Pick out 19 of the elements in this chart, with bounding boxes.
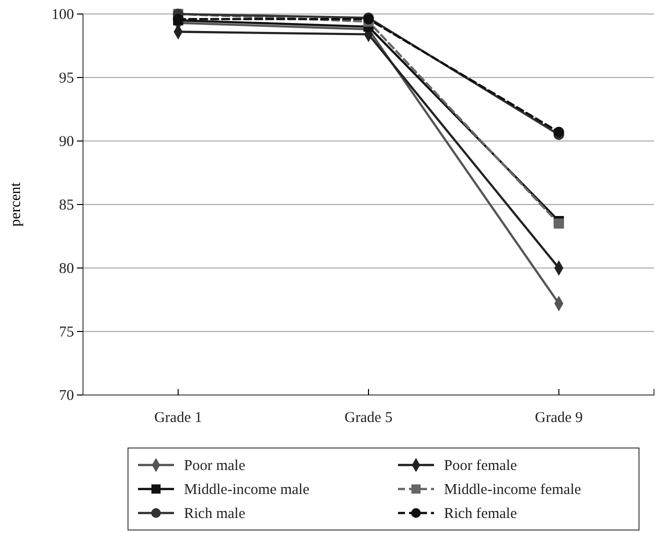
point	[554, 218, 564, 229]
legend-label: Rich female	[444, 506, 518, 522]
x-tick-label: Grade 9	[534, 410, 583, 426]
y-tick-label: 80	[59, 260, 74, 277]
legend-label: Rich male	[184, 506, 246, 522]
legend-label: Poor female	[444, 458, 518, 474]
y-tick-label: 85	[59, 197, 74, 214]
legend-label: Middle-income male	[184, 482, 310, 498]
point	[554, 126, 564, 138]
x-tick-label: Grade 5	[344, 410, 392, 426]
legend-label: Middle-income female	[444, 482, 582, 498]
legend-label: Poor male	[184, 458, 246, 474]
x-tick-label: Grade 1	[154, 410, 202, 426]
y-tick-label: 95	[59, 70, 74, 86]
y-tick-label: 100	[52, 6, 74, 23]
y-tick-label: 70	[59, 388, 74, 404]
y-tick-label: 75	[59, 324, 74, 340]
y-tick-label: 90	[59, 134, 74, 150]
y-axis-title: percent	[8, 182, 24, 227]
